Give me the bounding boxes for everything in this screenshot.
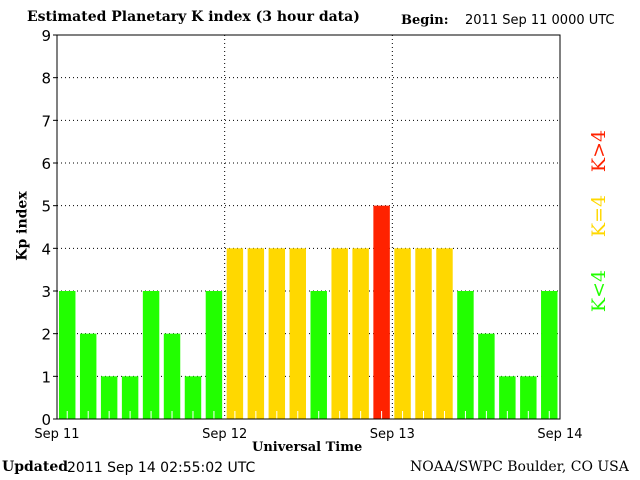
legend-k-greater-4: K>4: [588, 129, 611, 173]
y-tick-label: 1: [41, 368, 51, 386]
kp-bar: [100, 376, 118, 419]
kp-bar: [310, 291, 327, 419]
plot-frame: [56, 34, 561, 420]
y-tick-label: 0: [41, 411, 51, 429]
kp-bar: [541, 291, 558, 419]
kp-bar: [184, 376, 202, 419]
legend-k-less-4: K<4: [588, 269, 611, 313]
kp-bar: [142, 291, 160, 419]
y-tick-label: 2: [41, 326, 51, 344]
kp-bar: [79, 333, 97, 419]
legend-k-equal-4: K=4: [588, 194, 611, 238]
kp-bar: [163, 333, 181, 419]
kp-bar: [289, 248, 306, 419]
kp-bar: [205, 291, 223, 419]
kp-bar: [59, 291, 76, 419]
kp-bar: [247, 248, 265, 419]
begin-value: 2011 Sep 11 0000 UTC: [465, 13, 615, 28]
x-axis-label: Universal Time: [252, 440, 363, 455]
y-axis-label: Kp index: [14, 191, 31, 261]
kp-bar: [121, 376, 139, 419]
kp-bar: [226, 248, 244, 419]
kp-bar: [499, 376, 516, 419]
kp-bar: [268, 248, 286, 419]
y-tick-label: 5: [41, 198, 51, 216]
chart-title: Estimated Planetary K index (3 hour data…: [27, 9, 360, 25]
kp-bar: [520, 376, 537, 419]
kp-bar: [331, 248, 348, 419]
x-tick-label: Sep 14: [537, 427, 582, 442]
kp-bar: [373, 205, 390, 419]
kp-bar: [436, 248, 453, 419]
kp-bar: [352, 248, 369, 419]
kp-bar: [478, 333, 495, 419]
x-tick-label: Sep 12: [202, 427, 247, 442]
y-tick-label: 6: [41, 155, 51, 173]
y-tick-label: 3: [41, 283, 51, 301]
x-tick-label: Sep 13: [370, 427, 415, 442]
source-credit: NOAA/SWPC Boulder, CO USA: [410, 459, 629, 475]
kp-bar: [457, 291, 474, 419]
begin-label: Begin:: [401, 13, 449, 28]
updated-label: Updated: [2, 459, 69, 475]
x-tick-label: Sep 11: [34, 427, 79, 442]
y-tick-label: 8: [41, 70, 51, 88]
y-tick-label: 7: [41, 112, 51, 130]
kp-bar: [394, 248, 411, 419]
y-tick-label: 9: [41, 27, 51, 45]
kp-bar: [415, 248, 432, 419]
updated-value: 2011 Sep 14 02:55:02 UTC: [67, 460, 256, 476]
y-tick-label: 4: [41, 240, 51, 258]
